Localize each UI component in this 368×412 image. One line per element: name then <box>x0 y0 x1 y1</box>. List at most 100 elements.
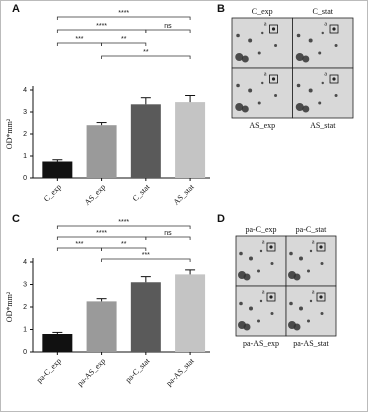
gel-spot <box>274 44 278 47</box>
significance-bracket <box>101 42 147 46</box>
gel-spot <box>241 105 249 113</box>
gel-spot <box>271 77 276 81</box>
significance-bracket <box>145 236 191 240</box>
spot-label: a <box>324 21 327 27</box>
bar <box>42 161 73 178</box>
gel-spot <box>269 295 273 299</box>
gel-spot <box>296 33 301 38</box>
gel-spot <box>261 31 264 35</box>
y-tick-label: 3 <box>23 281 27 288</box>
gel-label: pa-AS_stat <box>293 339 329 348</box>
gel-spot <box>299 306 303 311</box>
gel-label: AS_exp <box>249 121 275 130</box>
spot-label: a <box>264 71 267 77</box>
spot-box <box>269 74 278 84</box>
significance-label: **** <box>96 230 107 237</box>
bar <box>86 125 117 178</box>
significance-bracket <box>101 258 191 262</box>
significance-label: **** <box>118 10 129 17</box>
gel-label: AS_stat <box>310 121 336 130</box>
gel-spot <box>236 83 240 88</box>
gel-spot <box>249 306 253 311</box>
significance-label: ** <box>121 241 127 248</box>
panel-label: D <box>217 213 225 225</box>
significance-label: ** <box>121 36 127 43</box>
spot-box <box>266 242 276 252</box>
gel-spot <box>248 88 253 93</box>
y-tick-label: 0 <box>23 349 27 356</box>
gel-spot <box>257 319 260 323</box>
gel-label: C_exp <box>252 7 273 16</box>
gel-spot <box>295 53 304 61</box>
bar <box>175 274 206 352</box>
gel-spot <box>308 88 313 93</box>
gel-spot <box>257 101 261 105</box>
bar <box>86 301 117 352</box>
gel-spot <box>235 53 244 61</box>
gel-spot <box>293 273 301 281</box>
gel-spot <box>320 312 324 315</box>
gel-spot <box>239 301 243 306</box>
gel-spot <box>295 103 304 111</box>
significance-bracket <box>101 247 147 251</box>
y-tick-label: 4 <box>23 87 27 94</box>
gel-spot <box>302 55 310 63</box>
gel-spot <box>309 299 313 303</box>
gel-spot <box>243 323 251 331</box>
gel-spot <box>259 249 263 253</box>
significance-label: ** <box>143 49 149 56</box>
gel-spot <box>321 31 324 35</box>
gel-spot <box>308 38 313 43</box>
gel-spot <box>236 33 240 38</box>
panel-label: C <box>12 213 20 225</box>
gel-spot <box>302 105 310 113</box>
gel-spot <box>241 55 249 63</box>
gel-spot <box>319 295 323 299</box>
y-tick-label: 3 <box>23 109 27 116</box>
gel-spot <box>270 312 274 315</box>
panel-label: A <box>12 3 20 15</box>
gel-spot <box>321 81 324 85</box>
significance-bracket <box>56 225 191 229</box>
spot-label: a <box>312 239 315 245</box>
spot-box <box>329 24 339 34</box>
significance-label: **** <box>96 23 107 30</box>
gel-spot <box>271 27 276 31</box>
gel-spot <box>293 323 301 331</box>
gel-spot <box>270 262 274 265</box>
gel-label: C_stat <box>313 7 334 16</box>
significance-label: *** <box>142 252 150 259</box>
bar <box>175 102 206 178</box>
gel-spot <box>274 94 278 97</box>
significance-label: ns <box>164 230 172 237</box>
spot-box <box>316 292 326 302</box>
gel-spot <box>319 245 323 249</box>
gel-spot <box>334 94 338 97</box>
y-tick-label: 2 <box>23 131 27 138</box>
gel-spot <box>257 269 260 273</box>
gel-spot <box>289 251 293 256</box>
significance-label: *** <box>75 36 83 43</box>
spot-box <box>269 24 278 34</box>
gel-spot <box>259 299 263 303</box>
spot-label: a <box>312 289 315 295</box>
panel-label: B <box>217 3 225 15</box>
gel-spot <box>332 27 336 31</box>
spot-label: a <box>324 71 327 77</box>
spot-box <box>316 242 326 252</box>
gel-spot <box>299 256 303 261</box>
gel-label: pa-AS_exp <box>243 339 279 348</box>
y-axis-label: OD*mm² <box>5 291 14 322</box>
gel-spot <box>269 245 273 249</box>
significance-bracket <box>101 55 191 59</box>
y-tick-label: 2 <box>23 304 27 311</box>
gel-spot <box>318 51 322 55</box>
significance-bracket <box>145 29 191 33</box>
gel-spot <box>307 269 310 273</box>
gel-spot <box>257 51 261 55</box>
gel-spot <box>249 256 253 261</box>
y-axis-label: OD*mm² <box>5 118 14 149</box>
gel-spot <box>307 319 310 323</box>
gel-spot <box>261 81 264 85</box>
gel-spot <box>318 101 322 105</box>
